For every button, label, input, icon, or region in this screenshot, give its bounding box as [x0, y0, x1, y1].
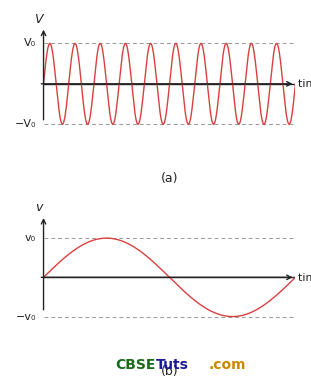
Text: −V₀: −V₀ [15, 119, 36, 129]
Text: Tuts: Tuts [156, 358, 188, 372]
Text: time (t): time (t) [298, 272, 311, 282]
Text: (b): (b) [161, 365, 178, 378]
Text: −v₀: −v₀ [16, 312, 36, 322]
Text: v₀: v₀ [25, 233, 36, 243]
Text: V₀: V₀ [24, 38, 36, 49]
Text: time (t): time (t) [298, 79, 311, 89]
Text: CBSE: CBSE [115, 358, 156, 372]
Text: V: V [34, 13, 43, 26]
Text: v: v [35, 201, 42, 214]
Text: (a): (a) [161, 172, 178, 185]
Text: .com: .com [208, 358, 246, 372]
